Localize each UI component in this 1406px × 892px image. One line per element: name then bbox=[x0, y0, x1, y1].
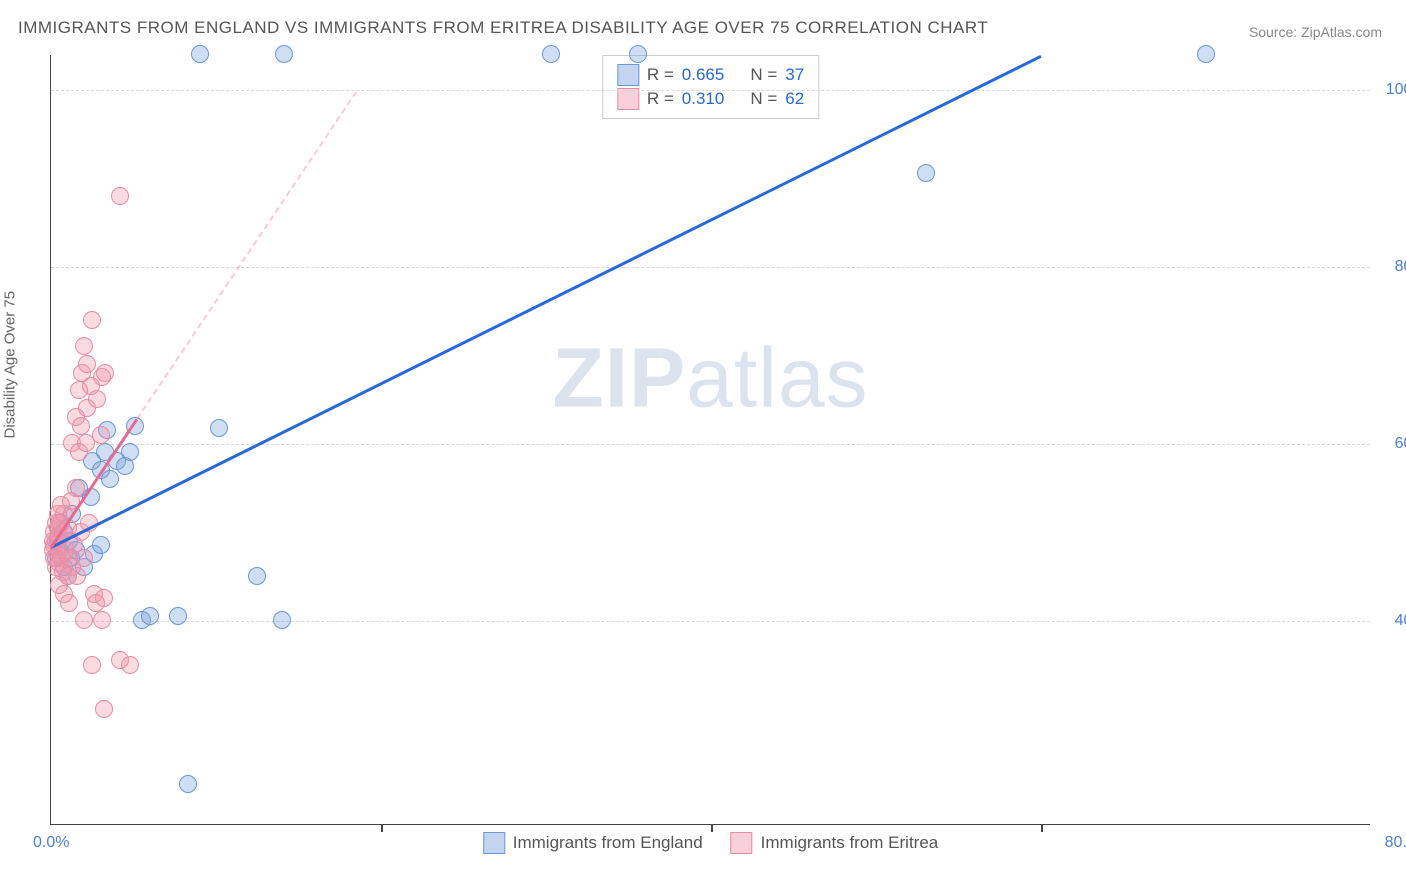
data-point-s2 bbox=[93, 611, 111, 629]
trendline bbox=[50, 55, 1041, 548]
data-point-s2 bbox=[60, 594, 78, 612]
gridline-h bbox=[51, 90, 1370, 91]
data-point-s2 bbox=[75, 611, 93, 629]
x-tick-min: 0.0% bbox=[33, 834, 69, 852]
data-point-s1 bbox=[248, 567, 266, 585]
data-point-s2 bbox=[75, 549, 93, 567]
data-point-s1 bbox=[629, 45, 647, 63]
data-point-s1 bbox=[141, 607, 159, 625]
data-point-s1 bbox=[1197, 45, 1215, 63]
data-point-s2 bbox=[72, 417, 90, 435]
y-tick-label: 80.0% bbox=[1380, 258, 1406, 276]
gridline-h bbox=[51, 267, 1370, 268]
data-point-s1 bbox=[210, 419, 228, 437]
data-point-s2 bbox=[111, 187, 129, 205]
data-point-s1 bbox=[542, 45, 560, 63]
trendline-extension bbox=[136, 91, 357, 420]
series-legend: Immigrants from England Immigrants from … bbox=[483, 832, 939, 854]
y-axis-label: Disability Age Over 75 bbox=[2, 291, 19, 439]
x-tick-mark bbox=[1041, 824, 1043, 832]
data-point-s1 bbox=[273, 611, 291, 629]
legend-swatch-icon bbox=[483, 832, 505, 854]
legend-row-s1: R =0.665 N =37 bbox=[617, 64, 804, 86]
x-tick-max: 80.0% bbox=[1385, 834, 1406, 852]
data-point-s2 bbox=[83, 311, 101, 329]
correlation-legend: R =0.665 N =37 R =0.310 N =62 bbox=[602, 55, 819, 119]
chart-title: IMMIGRANTS FROM ENGLAND VS IMMIGRANTS FR… bbox=[18, 18, 988, 38]
data-point-s1 bbox=[92, 536, 110, 554]
data-point-s2 bbox=[88, 390, 106, 408]
data-point-s2 bbox=[92, 426, 110, 444]
data-point-s2 bbox=[68, 567, 86, 585]
y-tick-label: 100.0% bbox=[1380, 81, 1406, 99]
data-point-s2 bbox=[95, 589, 113, 607]
x-tick-mark bbox=[711, 824, 713, 832]
data-point-s1 bbox=[169, 607, 187, 625]
data-point-s1 bbox=[121, 443, 139, 461]
data-point-s1 bbox=[917, 164, 935, 182]
gridline-h bbox=[51, 444, 1370, 445]
legend-item-s2: Immigrants from Eritrea bbox=[731, 832, 939, 854]
data-point-s2 bbox=[121, 656, 139, 674]
data-point-s1 bbox=[101, 470, 119, 488]
data-point-s2 bbox=[78, 355, 96, 373]
data-point-s2 bbox=[67, 479, 85, 497]
y-tick-label: 60.0% bbox=[1380, 435, 1406, 453]
data-point-s2 bbox=[83, 656, 101, 674]
x-tick-mark bbox=[381, 824, 383, 832]
data-point-s2 bbox=[75, 337, 93, 355]
data-point-s2 bbox=[96, 364, 114, 382]
data-point-s2 bbox=[95, 700, 113, 718]
data-point-s1 bbox=[275, 45, 293, 63]
source-attribution: Source: ZipAtlas.com bbox=[1249, 24, 1382, 40]
watermark: ZIPatlas bbox=[552, 329, 868, 426]
gridline-h bbox=[51, 621, 1370, 622]
legend-item-s1: Immigrants from England bbox=[483, 832, 703, 854]
y-tick-label: 40.0% bbox=[1380, 612, 1406, 630]
data-point-s1 bbox=[191, 45, 209, 63]
data-point-s1 bbox=[179, 775, 197, 793]
plot-area: ZIPatlas R =0.665 N =37 R =0.310 N =62 I… bbox=[50, 55, 1370, 825]
legend-swatch-icon bbox=[731, 832, 753, 854]
legend-swatch-s1 bbox=[617, 64, 639, 86]
